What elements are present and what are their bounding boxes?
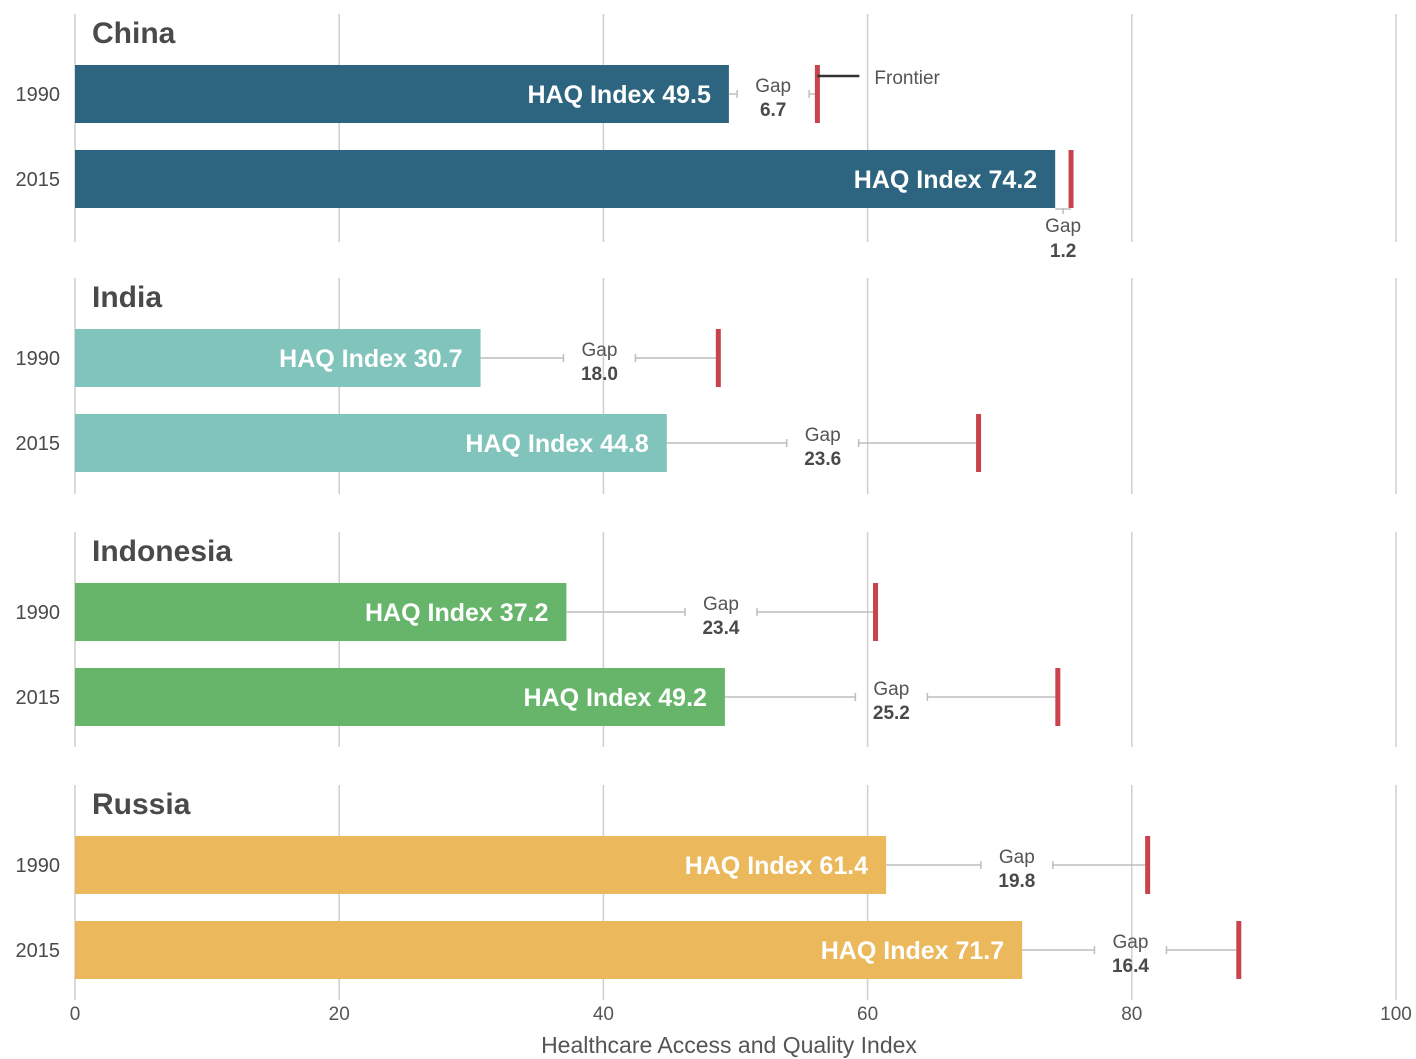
country-title: India — [92, 281, 162, 314]
frontier-note: Frontier — [874, 68, 940, 89]
frontier-marker — [1069, 150, 1074, 208]
gap-word: Gap — [703, 594, 739, 615]
bar-value-label: HAQ Index 61.4 — [685, 852, 868, 880]
frontier-marker — [1236, 921, 1241, 979]
gap-value: 23.6 — [804, 449, 841, 470]
bar-value-label: HAQ Index 74.2 — [854, 166, 1037, 194]
bar-value-label: HAQ Index 71.7 — [821, 937, 1004, 965]
year-label: 1990 — [16, 855, 61, 877]
gap-value: 19.8 — [998, 871, 1035, 892]
year-label: 2015 — [16, 687, 61, 709]
gap-value: 6.7 — [760, 100, 786, 121]
gap-word: Gap — [1113, 932, 1149, 953]
x-axis-title: Healthcare Access and Quality Index — [541, 1032, 917, 1058]
bar-value-label: HAQ Index 49.5 — [527, 81, 710, 109]
x-tick-label: 40 — [593, 1004, 614, 1025]
frontier-marker — [716, 329, 721, 387]
frontier-marker — [1145, 836, 1150, 894]
frontier-marker — [1055, 668, 1060, 726]
bar-value-label: HAQ Index 30.7 — [279, 345, 462, 373]
country-title: Indonesia — [92, 535, 232, 568]
gap-word: Gap — [805, 425, 841, 446]
year-label: 1990 — [16, 348, 61, 370]
year-label: 2015 — [16, 433, 61, 455]
bar-value-label: HAQ Index 49.2 — [524, 684, 707, 712]
gap-word: Gap — [1045, 216, 1081, 237]
gap-value: 16.4 — [1112, 956, 1149, 977]
year-label: 2015 — [16, 940, 61, 962]
gap-word: Gap — [755, 76, 791, 97]
year-label: 1990 — [16, 84, 61, 106]
frontier-marker — [873, 583, 878, 641]
gap-value: 23.4 — [702, 618, 739, 639]
x-tick-label: 100 — [1380, 1004, 1412, 1025]
x-tick-label: 20 — [329, 1004, 350, 1025]
bar-value-label: HAQ Index 37.2 — [365, 599, 548, 627]
gap-value: 1.2 — [1050, 241, 1076, 262]
gap-word: Gap — [581, 340, 617, 361]
country-title: China — [92, 17, 176, 50]
x-tick-label: 60 — [857, 1004, 878, 1025]
gap-word: Gap — [999, 847, 1035, 868]
frontier-marker — [976, 414, 981, 472]
x-tick-label: 80 — [1121, 1004, 1142, 1025]
bar-value-label: HAQ Index 44.8 — [465, 430, 648, 458]
frontier-marker — [815, 65, 820, 123]
gap-value: 18.0 — [581, 364, 618, 385]
year-label: 2015 — [16, 169, 61, 191]
x-tick-label: 0 — [70, 1004, 81, 1025]
gap-word: Gap — [873, 679, 909, 700]
country-title: Russia — [92, 788, 191, 821]
year-label: 1990 — [16, 602, 61, 624]
gap-value: 25.2 — [873, 703, 910, 724]
